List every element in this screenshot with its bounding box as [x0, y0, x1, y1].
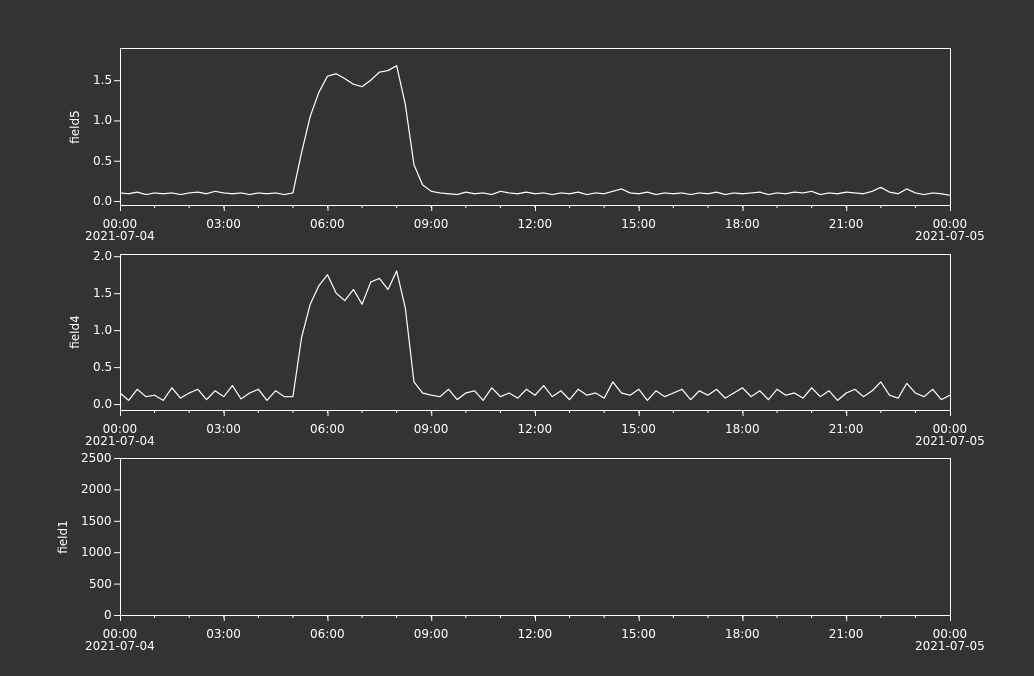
x-tick-label: 00:00 2021-07-04	[85, 217, 155, 243]
x-tick-label: 12:00	[517, 627, 553, 641]
x-tick-label: 00:00 2021-07-05	[915, 422, 985, 448]
y-tick-label: 1.0	[93, 113, 113, 128]
plot-frame	[120, 48, 951, 206]
x-tick-label: 21:00	[828, 217, 864, 231]
x-tick-label: 06:00	[310, 217, 345, 231]
y-tick-label: 1.0	[93, 323, 113, 338]
x-tick-label: 12:00	[517, 422, 553, 436]
x-tick-label: 21:00	[828, 422, 864, 436]
x-tick-label: 00:00 2021-07-05	[915, 217, 985, 243]
x-tick-label: 03:00	[206, 422, 241, 436]
x-tick-label: 00:00 2021-07-04	[85, 627, 155, 653]
plot-frame	[120, 458, 951, 616]
x-tick-label: 21:00	[828, 627, 864, 641]
data-line	[119, 270, 951, 401]
y-tick-label: 500	[89, 576, 112, 591]
y-tick-label: 1500	[81, 513, 112, 528]
x-tick-label: 12:00	[517, 217, 553, 231]
x-tick-label: 18:00	[725, 627, 760, 641]
x-tick-label: 00:00 2021-07-04	[85, 422, 155, 448]
y-tick-label: 2.0	[93, 249, 113, 264]
y-tick-label: 0.5	[93, 153, 113, 168]
x-tick-label: 09:00	[413, 217, 449, 231]
y-tick-label: 2500	[81, 451, 112, 465]
y-tick-label: 1.5	[93, 73, 113, 88]
x-tick-label: 00:00 2021-07-05	[915, 627, 985, 653]
x-tick-label: 15:00	[621, 422, 656, 436]
y-axis-label: field4	[67, 315, 82, 349]
x-tick-label: 18:00	[725, 422, 760, 436]
x-tick-label: 09:00	[413, 422, 449, 436]
y-tick-label: 0.5	[93, 360, 113, 375]
y-tick-label: 1.5	[93, 286, 113, 301]
y-axis-label: field5	[67, 109, 82, 144]
y-tick-label: 0	[104, 608, 112, 622]
x-tick-label: 03:00	[206, 627, 241, 641]
plot-frame	[120, 254, 951, 411]
y-tick-label: 0.0	[93, 193, 113, 208]
x-tick-label: 15:00	[621, 217, 656, 231]
x-tick-label: 06:00	[310, 422, 345, 436]
data-line	[119, 65, 951, 196]
y-tick-label: 2000	[81, 482, 112, 497]
x-tick-label: 15:00	[621, 627, 656, 641]
y-tick-label: 1000	[81, 545, 112, 560]
x-tick-label: 03:00	[206, 217, 241, 231]
x-tick-label: 06:00	[310, 627, 345, 641]
y-tick-label: 0.0	[93, 397, 113, 412]
x-tick-label: 09:00	[413, 627, 449, 641]
y-axis-label: field1	[55, 519, 70, 554]
x-tick-label: 18:00	[725, 217, 760, 231]
